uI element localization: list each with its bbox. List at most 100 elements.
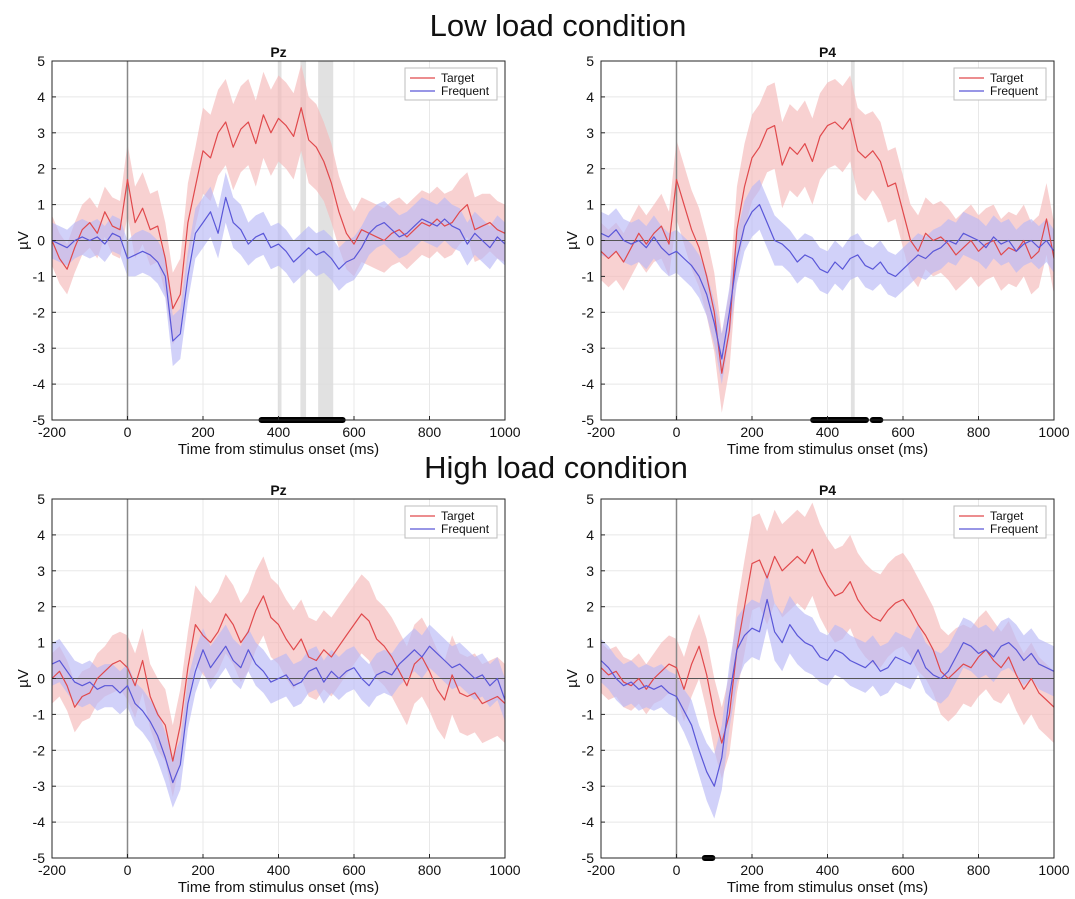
y-tick-label: -1 (582, 706, 595, 722)
x-tick-label: 400 (816, 862, 840, 878)
x-tick-label: 400 (267, 424, 291, 440)
y-tick-label: -5 (582, 850, 595, 866)
y-tick-label: -3 (582, 778, 595, 794)
x-tick-label: 200 (740, 424, 764, 440)
y-tick-label: -2 (33, 742, 46, 758)
chart-panel-1: -200 0 200 400 600 800 1000 -5 -4 -3 -2 -1 0 1 2 3 4 5 Pz T… (15, 44, 521, 458)
y-axis-label: µV (564, 231, 581, 250)
y-tick-label: -2 (33, 304, 46, 320)
target-legend-label: Target (990, 71, 1024, 85)
y-tick-label: -4 (582, 376, 595, 392)
chart-panel-3: -200 0 200 400 600 800 1000 -5 -4 -3 -2 -1 0 1 2 3 4 5 Pz T… (15, 482, 521, 896)
y-tick-label: 2 (37, 599, 45, 615)
frequent-confidence-band (52, 624, 505, 808)
frequent-legend-label: Frequent (441, 522, 490, 536)
legend-box (404, 505, 498, 539)
frequent-confidence-band (601, 179, 1054, 385)
high-load-condition-title: High load condition (424, 450, 688, 485)
y-tick-label: -2 (582, 304, 595, 320)
y-tick-label: 0 (586, 233, 594, 249)
frequent-legend-label: Frequent (441, 84, 490, 98)
y-tick-label: 2 (586, 599, 594, 615)
target-series-line (600, 548, 1055, 744)
y-tick-label: 3 (37, 563, 45, 579)
x-tick-label: 600 (342, 424, 366, 440)
y-tick-label: -5 (582, 412, 595, 428)
y-tick-label: 2 (37, 161, 45, 177)
y-tick-label: -5 (33, 850, 46, 866)
x-tick-label: 200 (740, 862, 764, 878)
x-tick-label: 1000 (1038, 862, 1069, 878)
x-tick-label: -200 (587, 424, 615, 440)
x-tick-label: 600 (891, 424, 915, 440)
target-confidence-band (601, 502, 1054, 779)
x-tick-label: 400 (816, 424, 840, 440)
y-tick-label: 0 (37, 671, 45, 687)
x-tick-label: -200 (587, 862, 615, 878)
y-tick-label: 5 (586, 53, 594, 69)
y-tick-label: 1 (586, 635, 594, 651)
x-tick-label: 0 (124, 424, 132, 440)
target-series-line (600, 117, 1055, 374)
y-tick-label: 1 (586, 197, 594, 213)
chart-panel-2: -200 0 200 400 600 800 1000 -5 -4 -3 -2 -1 0 1 2 3 4 5 P4 T… (564, 44, 1070, 458)
y-tick-label: -1 (33, 268, 46, 284)
y-tick-label: 1 (37, 635, 45, 651)
x-tick-label: 0 (673, 862, 681, 878)
y-tick-label: 4 (37, 89, 45, 105)
x-tick-label: 1000 (1038, 424, 1069, 440)
x-tick-label: 0 (124, 862, 132, 878)
panel-title: P4 (819, 44, 836, 60)
chart-panels: -200 0 200 400 600 800 1000-5-4-3-2-1012345PzT… (15, 44, 1070, 896)
y-axis-label: µV (15, 231, 32, 250)
y-tick-label: 0 (37, 233, 45, 249)
low-load-condition-title: Low load condition (430, 8, 687, 43)
y-tick-label: 4 (586, 89, 594, 105)
y-tick-label: -2 (582, 742, 595, 758)
x-axis-label: Time from stimulus onset (ms) (178, 879, 379, 896)
frequent-legend-label: Frequent (990, 84, 1039, 98)
panel-title: P4 (819, 482, 836, 498)
x-tick-label: 600 (891, 862, 915, 878)
x-tick-label: 400 (267, 862, 291, 878)
y-axis-label: µV (564, 669, 581, 688)
target-legend-label: Target (990, 509, 1024, 523)
x-tick-label: 800 (967, 424, 991, 440)
y-tick-label: 2 (586, 161, 594, 177)
y-axis-label: µV (15, 669, 32, 688)
y-tick-label: -3 (582, 340, 595, 356)
y-tick-label: -5 (33, 412, 46, 428)
y-tick-label: -1 (582, 268, 595, 284)
x-tick-label: 800 (418, 862, 442, 878)
x-tick-label: 1000 (489, 424, 520, 440)
x-tick-label: 0 (673, 424, 681, 440)
frequent-series-line (51, 645, 506, 784)
x-tick-label: 600 (342, 862, 366, 878)
y-tick-label: 4 (586, 527, 594, 543)
y-tick-label: -4 (582, 814, 595, 830)
frequent-confidence-band (601, 570, 1054, 819)
frequent-series-line (600, 204, 1055, 360)
target-legend-label: Target (441, 71, 475, 85)
frequent-series-line (51, 196, 506, 342)
y-tick-label: 3 (37, 125, 45, 141)
y-tick-label: -3 (33, 778, 46, 794)
y-tick-label: 5 (37, 53, 45, 69)
y-tick-label: 1 (37, 197, 45, 213)
frequent-legend-label: Frequent (990, 522, 1039, 536)
y-tick-label: 4 (37, 527, 45, 543)
x-axis-label: Time from stimulus onset (ms) (178, 441, 379, 458)
panel-title: Pz (270, 482, 286, 498)
x-tick-label: 200 (191, 862, 215, 878)
x-axis-label: Time from stimulus onset (ms) (727, 441, 928, 458)
x-tick-label: -200 (38, 862, 66, 878)
legend-box (953, 67, 1047, 101)
x-tick-label: 200 (191, 424, 215, 440)
target-series-line (51, 107, 506, 310)
legend-box (953, 505, 1047, 539)
x-axis-label: Time from stimulus onset (ms) (727, 879, 928, 896)
y-tick-label: -1 (33, 706, 46, 722)
frequent-confidence-band (52, 172, 505, 367)
y-tick-label: 0 (586, 671, 594, 687)
